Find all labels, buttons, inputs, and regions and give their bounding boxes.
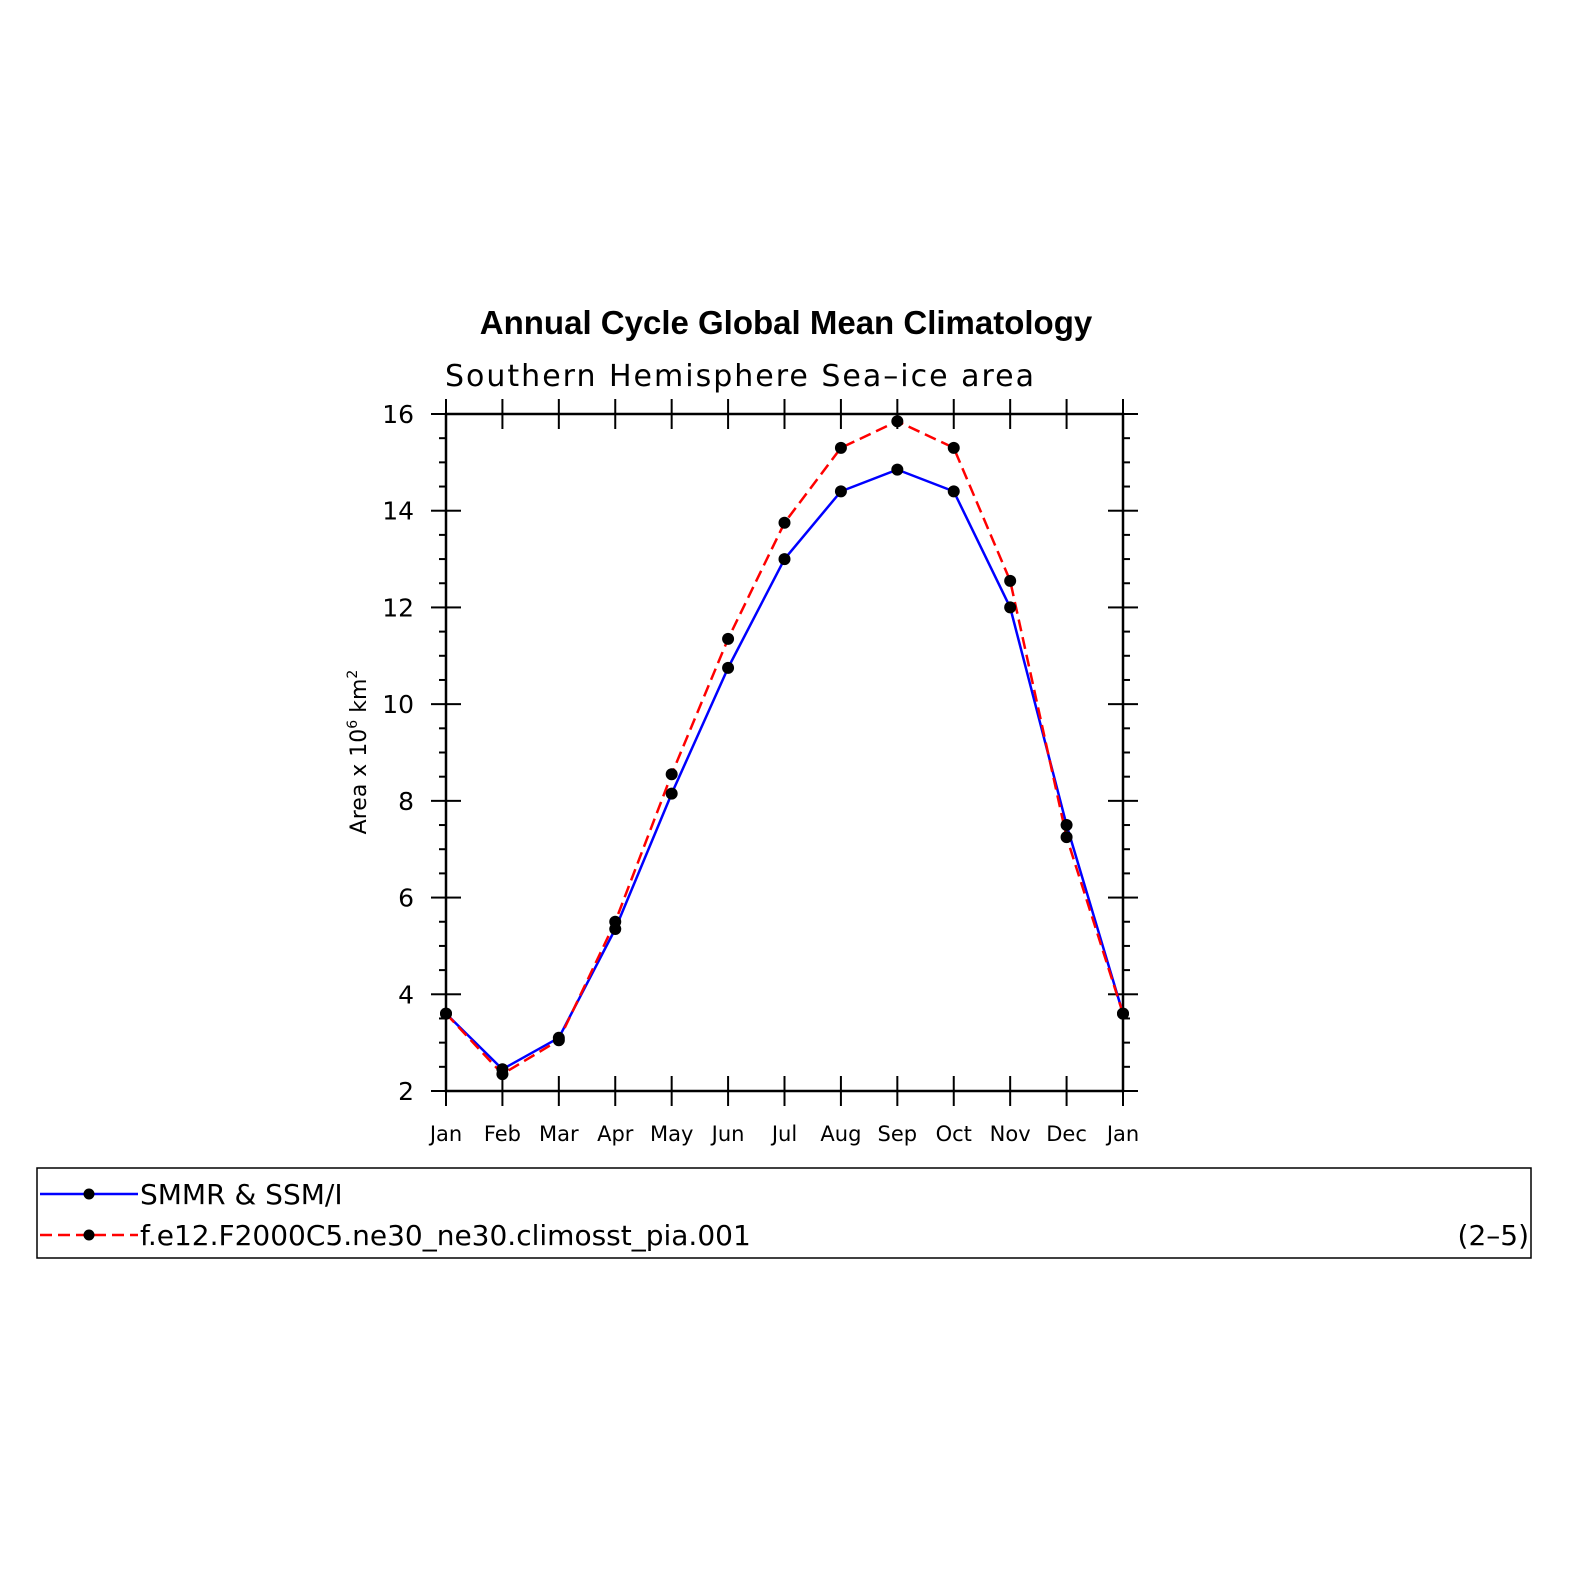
- data-point-series-2: [552, 1034, 565, 1047]
- y-axis-label-prefix: Area x 10: [347, 729, 372, 835]
- plot-axes: [431, 399, 1138, 1106]
- x-tick-label: Mar: [539, 1122, 579, 1146]
- legend-label-series-1: SMMR & SSM/I: [140, 1178, 343, 1211]
- y-axis-label: Area x 106 km2: [345, 670, 372, 835]
- x-tick-label: Jul: [770, 1122, 797, 1146]
- x-tick-label: Jun: [710, 1122, 745, 1146]
- data-point-series-2: [891, 415, 904, 428]
- y-tick-label: 8: [398, 787, 414, 816]
- x-tick-label: Feb: [484, 1122, 521, 1146]
- data-point-series-1: [891, 463, 904, 476]
- x-tick-label: Nov: [990, 1122, 1031, 1146]
- x-tick-label: Jan: [1105, 1122, 1139, 1146]
- y-tick-labels: 2 4 6 8 10 12 14 16: [382, 400, 414, 1106]
- chart-subtitle: Southern Hemisphere Sea–ice area: [445, 359, 1036, 394]
- y-tick-label: 2: [398, 1077, 414, 1106]
- data-point-series-2: [1060, 831, 1073, 844]
- x-tick-label: Jan: [428, 1122, 462, 1146]
- data-point-series-2: [834, 441, 847, 454]
- series-group: [440, 415, 1129, 1081]
- y-axis-label-exponent-1: 6: [345, 720, 361, 729]
- data-point-series-2: [665, 768, 678, 781]
- data-point-series-1: [778, 553, 791, 566]
- y-tick-label: 14: [382, 497, 414, 526]
- data-point-series-1: [722, 661, 735, 674]
- y-tick-label: 16: [382, 400, 414, 429]
- data-point-series-2: [440, 1007, 452, 1020]
- data-point-series-1: [665, 787, 678, 800]
- y-tick-label: 4: [398, 980, 414, 1009]
- legend-marker-series-2: [83, 1229, 95, 1241]
- data-point-series-2: [1117, 1007, 1129, 1020]
- y-tick-label: 12: [382, 593, 414, 622]
- x-tick-label: May: [650, 1122, 693, 1146]
- plot-frame: [444, 412, 1125, 1093]
- legend-label-series-2: f.e12.F2000C5.ne30_ne30.climosst_pia.001: [140, 1219, 751, 1252]
- x-tick-label: Dec: [1046, 1122, 1087, 1146]
- x-tick-labels: Jan Feb Mar Apr May Jun Jul Aug Sep Oct Nov Dec Jan: [428, 1122, 1139, 1146]
- x-tick-label: Aug: [820, 1122, 861, 1146]
- data-point-series-2: [496, 1068, 509, 1081]
- data-point-series-1: [947, 485, 960, 498]
- y-axis-label-exponent-2: 2: [345, 670, 361, 679]
- y-tick-label: 10: [382, 690, 414, 719]
- y-axis-label-unit: km: [347, 679, 372, 720]
- x-tick-label: Oct: [936, 1122, 972, 1146]
- data-point-series-2: [722, 632, 735, 645]
- x-tick-label: Sep: [878, 1122, 918, 1146]
- data-point-series-1: [1060, 819, 1073, 832]
- chart-title: Annual Cycle Global Mean Climatology: [480, 304, 1093, 341]
- legend: SMMR & SSM/I f.e12.F2000C5.ne30_ne30.cli…: [36, 1167, 1532, 1259]
- data-point-series-2: [778, 516, 791, 529]
- legend-marker-series-1: [83, 1188, 95, 1200]
- data-point-series-1: [834, 485, 847, 498]
- data-point-series-2: [609, 915, 622, 928]
- data-point-series-2: [947, 441, 960, 454]
- legend-box: [36, 1167, 1532, 1259]
- data-point-series-1: [1004, 601, 1017, 614]
- data-point-series-2: [1004, 574, 1017, 587]
- panel-label: (2–5): [1458, 1219, 1529, 1252]
- y-tick-label: 6: [398, 884, 414, 913]
- x-tick-label: Apr: [597, 1122, 634, 1146]
